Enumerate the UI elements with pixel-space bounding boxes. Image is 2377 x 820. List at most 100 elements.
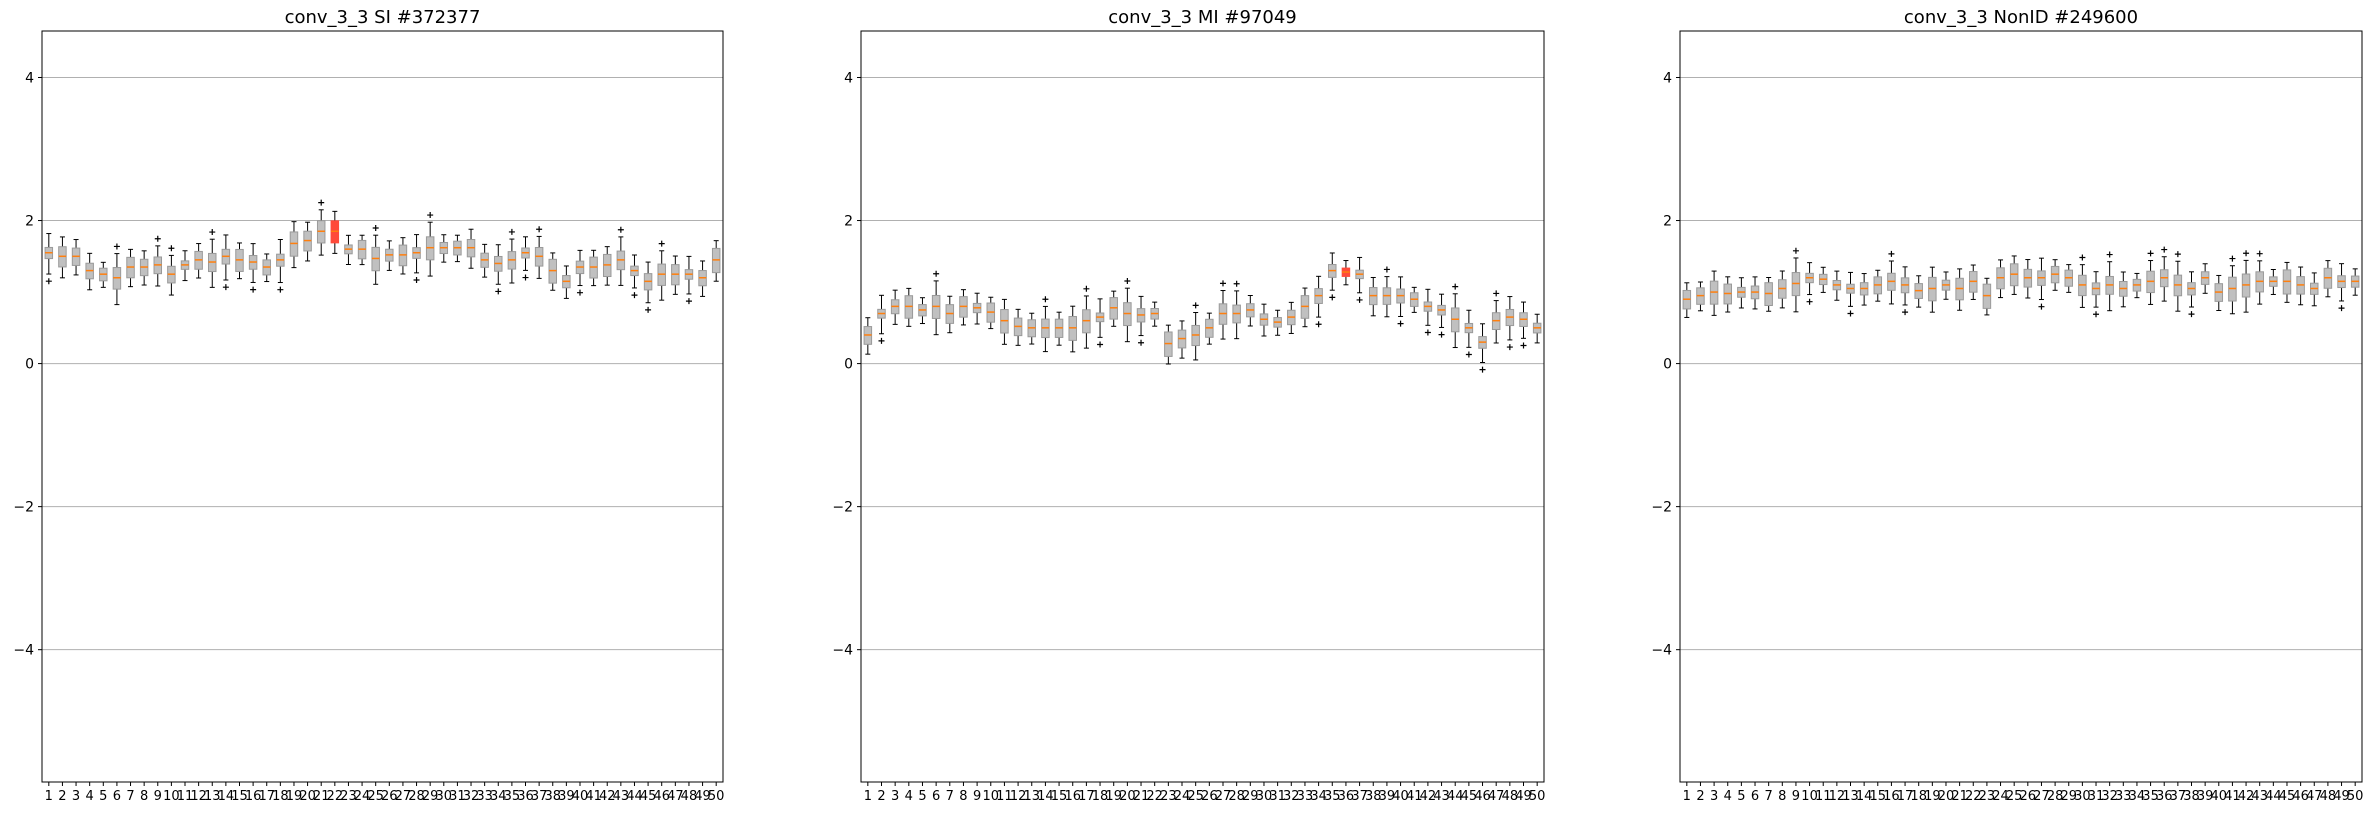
x-tick-label: 25 [2006, 789, 2023, 804]
x-tick-label: 49 [2333, 789, 2350, 804]
x-tick-label: 9 [1792, 789, 1800, 804]
x-tick-label: 19 [1924, 789, 1941, 804]
x-tick-label: 25 [367, 789, 384, 804]
y-tick-label: 0 [25, 357, 34, 373]
x-tick-label: 45 [2279, 789, 2296, 804]
x-tick-label: 49 [1515, 789, 1532, 804]
outlier-marker [413, 277, 420, 284]
x-tick-label: 20 [1938, 789, 1955, 804]
x-tick-label: 3 [891, 789, 899, 804]
outlier-marker [1233, 280, 1240, 287]
x-tick-label: 26 [381, 789, 398, 804]
outlier-marker [1097, 341, 1104, 348]
outlier-marker [1847, 310, 1854, 317]
x-tick-label: 21 [313, 789, 330, 804]
x-tick-label: 18 [1092, 789, 1109, 804]
x-tick-label: 34 [1310, 789, 1327, 804]
x-tick-label: 22 [1146, 789, 1163, 804]
x-tick-label: 40 [1392, 789, 1409, 804]
x-tick-label: 35 [2142, 789, 2159, 804]
x-tick-label: 7 [1765, 789, 1773, 804]
outlier-marker [1888, 250, 1895, 257]
outlier-marker [617, 226, 624, 233]
x-tick-label: 37 [1351, 789, 1368, 804]
outlier-marker [645, 306, 652, 313]
x-tick-label: 21 [1951, 789, 1968, 804]
x-tick-label: 33 [2115, 789, 2132, 804]
x-tick-label: 37 [2170, 789, 2187, 804]
x-tick-label: 10 [163, 789, 180, 804]
x-tick-label: 45 [1461, 789, 1478, 804]
x-tick-label: 43 [2251, 789, 2268, 804]
outlier-marker [2338, 305, 2345, 312]
x-tick-label: 15 [1870, 789, 1887, 804]
x-tick-label: 40 [2211, 789, 2228, 804]
x-tick-label: 39 [1379, 789, 1396, 804]
outlier-marker [1042, 296, 1049, 303]
outlier-marker [318, 199, 325, 206]
x-tick-label: 2 [1696, 789, 1704, 804]
x-tick-label: 44 [1447, 789, 1464, 804]
x-tick-label: 48 [681, 789, 698, 804]
x-tick-label: 23 [340, 789, 357, 804]
x-tick-label: 8 [140, 789, 148, 804]
y-tick-label: 0 [1663, 357, 1672, 373]
outlier-marker [154, 235, 161, 242]
x-tick-label: 14 [218, 789, 235, 804]
x-tick-label: 31 [1269, 789, 1286, 804]
outlier-marker [1315, 321, 1322, 328]
outlier-marker [1902, 309, 1909, 316]
x-tick-label: 8 [1778, 789, 1786, 804]
x-tick-label: 1 [45, 789, 53, 804]
x-tick-label: 20 [1119, 789, 1136, 804]
x-tick-label: 4 [905, 789, 913, 804]
x-tick-label: 48 [2320, 789, 2337, 804]
x-tick-label: 14 [1856, 789, 1873, 804]
x-tick-label: 24 [1992, 789, 2009, 804]
y-tick-label: −2 [1651, 500, 1672, 516]
x-tick-label: 28 [2047, 789, 2064, 804]
x-tick-label: 7 [126, 789, 134, 804]
outlier-marker [522, 274, 529, 281]
x-tick-label: 15 [1051, 789, 1068, 804]
x-tick-label: 50 [2347, 789, 2364, 804]
x-tick-label: 30 [436, 789, 453, 804]
x-tick-label: 7 [946, 789, 954, 804]
chart-title: conv_3_3 NonID #249600 [1904, 7, 2138, 28]
y-tick-label: −2 [832, 500, 853, 516]
chart-title: conv_3_3 SI #372377 [285, 7, 481, 28]
x-tick-label: 43 [613, 789, 630, 804]
x-tick-label: 29 [2060, 789, 2077, 804]
outlier-marker [1138, 339, 1145, 346]
x-tick-label: 26 [1201, 789, 1218, 804]
x-tick-label: 35 [1324, 789, 1341, 804]
x-tick-label: 38 [2183, 789, 2200, 804]
x-tick-label: 27 [1215, 789, 1232, 804]
x-tick-label: 19 [1105, 789, 1122, 804]
x-tick-label: 6 [1751, 789, 1759, 804]
x-tick-label: 13 [204, 789, 221, 804]
outlier-marker [1506, 344, 1513, 351]
outlier-marker [1083, 285, 1090, 292]
outlier-marker [372, 225, 379, 232]
x-tick-label: 18 [1910, 789, 1927, 804]
x-tick-label: 33 [476, 789, 493, 804]
outlier-marker [2256, 250, 2263, 257]
outlier-marker [168, 245, 175, 252]
outlier-marker [1329, 294, 1336, 301]
x-tick-label: 29 [1242, 789, 1259, 804]
x-tick-label: 30 [2074, 789, 2091, 804]
x-tick-label: 41 [2224, 789, 2241, 804]
chart-title: conv_3_3 MI #97049 [1108, 7, 1297, 28]
x-tick-label: 24 [1174, 789, 1191, 804]
outlier-marker [1397, 320, 1404, 327]
x-tick-label: 31 [449, 789, 466, 804]
outlier-marker [277, 286, 284, 293]
outlier-marker [427, 212, 434, 219]
x-tick-label: 20 [299, 789, 316, 804]
outlier-marker [1806, 298, 1813, 305]
x-tick-label: 30 [1256, 789, 1273, 804]
x-tick-label: 44 [2265, 789, 2282, 804]
